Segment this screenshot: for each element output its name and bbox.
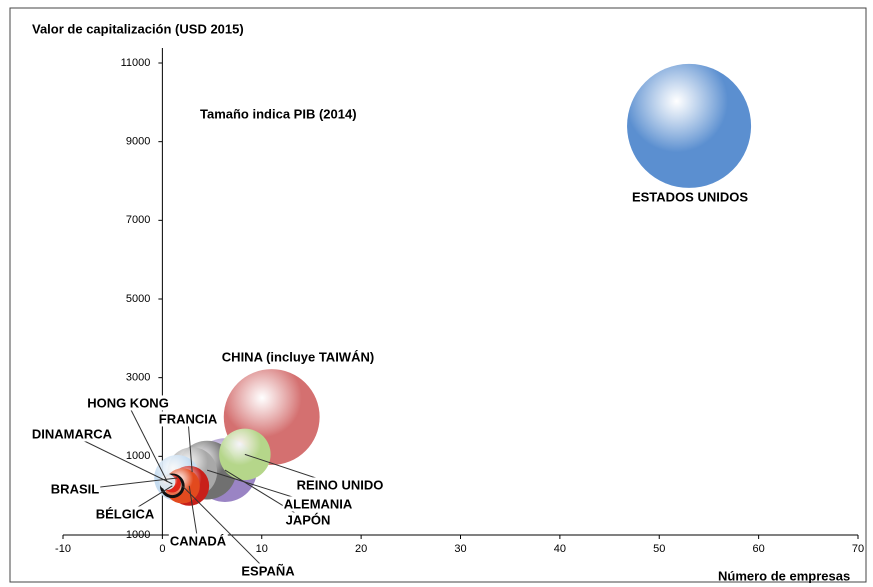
x-tick-label: 70 xyxy=(852,543,864,555)
label-background xyxy=(49,481,101,497)
bubble-label: HONG KONG xyxy=(87,395,169,410)
annotation: Tamaño indica PIB (2014) xyxy=(200,106,357,121)
label-background xyxy=(295,477,385,493)
y-tick-label: 11000 xyxy=(121,57,151,69)
bubble-label: CANADÁ xyxy=(170,533,227,548)
x-tick-label: 0 xyxy=(159,543,165,555)
bubble xyxy=(219,428,271,481)
x-tick-label: 10 xyxy=(256,543,268,555)
y-tick-label: 7000 xyxy=(126,214,150,226)
bubble-label: CHINA (incluye TAIWÁN) xyxy=(222,349,374,364)
x-tick-label: -10 xyxy=(55,543,71,555)
label-background xyxy=(630,189,750,205)
bubble-label: JAPÓN xyxy=(286,512,331,527)
leader-line xyxy=(187,419,193,473)
x-tick-label: 40 xyxy=(554,543,566,555)
bubble-label: ESPAÑA xyxy=(241,563,295,578)
bubble-label: ESTADOS UNIDOS xyxy=(632,189,748,204)
label-background xyxy=(240,563,297,579)
bubble-label: BÉLGICA xyxy=(96,506,155,521)
y-tick-label: 9000 xyxy=(126,136,150,148)
bubble-label: ALEMANIA xyxy=(284,496,353,511)
leader-line xyxy=(71,434,173,485)
x-tick-label: 50 xyxy=(653,543,665,555)
bubble xyxy=(627,63,752,188)
label-background xyxy=(94,506,156,522)
bubble-label: FRANCIA xyxy=(159,411,218,426)
label-background xyxy=(220,349,376,365)
label-background xyxy=(30,426,114,442)
label-background xyxy=(284,512,332,528)
bubble-label: BRASIL xyxy=(51,481,99,496)
leader-line xyxy=(127,403,168,483)
bubble-label: REINO UNIDO xyxy=(297,477,384,492)
y-tick-label: -1000 xyxy=(122,529,150,541)
label-background xyxy=(282,496,354,512)
x-tick-label: 30 xyxy=(454,543,466,555)
bubble-label: DINAMARCA xyxy=(32,426,113,441)
label-background xyxy=(157,411,219,427)
y-tick-label: 3000 xyxy=(126,372,150,384)
leader-line xyxy=(188,485,199,543)
y-axis-title: Valor de capitalización (USD 2015) xyxy=(32,21,244,36)
x-tick-label: 20 xyxy=(355,543,367,555)
x-axis-title: Número de empresas xyxy=(718,568,850,583)
leader-line xyxy=(181,485,269,573)
label-background xyxy=(168,533,228,549)
frame xyxy=(9,7,867,583)
y-tick-label: 5000 xyxy=(126,293,150,305)
x-tick-label: 60 xyxy=(753,543,765,555)
label-background xyxy=(86,395,170,411)
y-tick-label: 1000 xyxy=(126,450,150,462)
